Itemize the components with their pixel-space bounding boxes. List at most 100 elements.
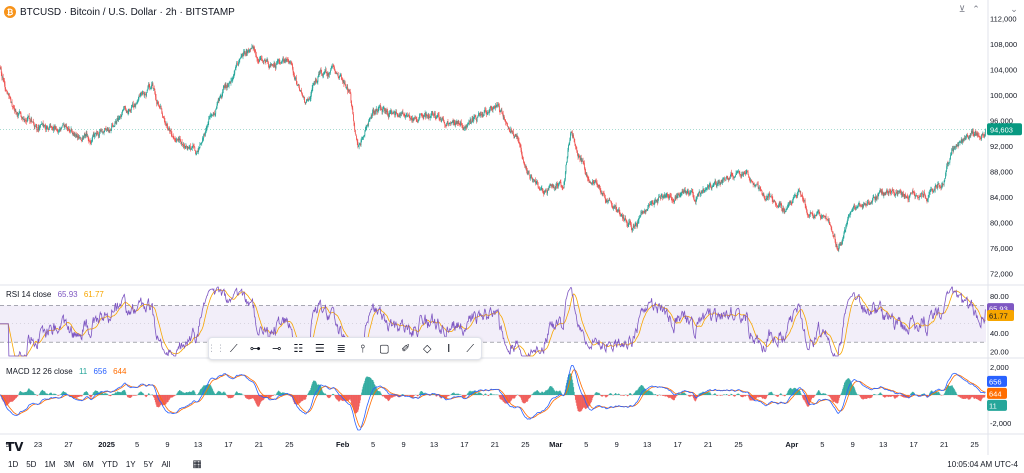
range-1y-button[interactable]: 1Y <box>125 459 136 469</box>
candle-body <box>950 155 951 160</box>
trend-line-tool-icon[interactable]: ⟋ <box>229 341 238 355</box>
path-tool-icon[interactable]: ⟋ <box>466 341 475 355</box>
range-all-button[interactable]: All <box>161 459 171 469</box>
candle-body <box>230 80 232 84</box>
macd-histogram-bar <box>402 394 404 395</box>
range-5y-button[interactable]: 5Y <box>143 459 154 469</box>
candle-body <box>329 71 331 74</box>
macd-histogram-bar <box>852 385 854 395</box>
ray-tool-icon[interactable]: ⊶ <box>249 342 261 355</box>
candle-body <box>729 178 731 179</box>
candle-body <box>491 108 493 110</box>
candle-body <box>923 192 925 196</box>
candle-body <box>814 214 816 216</box>
candle-body <box>922 193 923 195</box>
candle-body <box>344 82 345 85</box>
fib-extension-tool-icon[interactable]: ☰ <box>314 342 325 355</box>
range-1d-button[interactable]: 1D <box>8 459 19 469</box>
macd-legend[interactable]: MACD 12 26 close 11 656 644 <box>6 367 126 376</box>
candle-body <box>227 85 229 87</box>
brush-tool-icon[interactable]: ✐ <box>401 342 411 355</box>
macd-histogram-bar <box>742 395 744 398</box>
candle-body <box>482 114 484 117</box>
gann-fan-tool-icon[interactable]: ≣ <box>336 342 346 355</box>
vertical-line-tool-icon[interactable]: ⫯ <box>360 341 366 355</box>
macd-histogram-bar <box>36 395 38 396</box>
collapse-up-icon[interactable]: ⌃ <box>972 5 980 15</box>
macd-histogram-bar <box>643 387 645 395</box>
toolbar-grip-handle[interactable]: ⋮⋮ <box>207 343 225 354</box>
range-6m-button[interactable]: 6M <box>82 459 94 469</box>
range-ytd-button[interactable]: YTD <box>101 459 118 469</box>
candle-body <box>905 194 906 197</box>
macd-histogram-bar <box>119 391 121 395</box>
candle-body <box>686 191 687 195</box>
macd-histogram-bar <box>238 393 240 395</box>
macd-histogram-bar <box>797 389 799 395</box>
macd-histogram-bar <box>49 392 51 395</box>
candle-body <box>89 141 91 143</box>
candle-body <box>314 82 316 84</box>
calendar-icon[interactable]: ▦ <box>192 458 202 470</box>
macd-histogram-bar <box>895 395 897 398</box>
macd-histogram-bar <box>248 395 250 400</box>
candle-body <box>112 125 114 127</box>
rectangle-tool-icon[interactable]: ▢ <box>379 342 390 355</box>
macd-histogram-bar <box>597 393 599 395</box>
candle-body <box>733 176 734 178</box>
macd-histogram-bar <box>646 390 648 395</box>
macd-histogram-bar <box>110 395 112 396</box>
macd-histogram-bar <box>694 395 696 402</box>
time-axis-label: 5 <box>371 440 375 449</box>
rotated-rectangle-tool-icon[interactable]: ◇ <box>423 342 432 355</box>
candle-body <box>376 109 378 111</box>
macd-histogram-bar <box>832 395 834 402</box>
macd-histogram-bar <box>455 393 457 395</box>
rsi-legend[interactable]: RSI 14 close 65.93 61.77 <box>6 290 104 299</box>
symbol-header[interactable]: ₿ BTCUSD · Bitcoin / U.S. Dollar · 2h · … <box>4 5 235 19</box>
macd-histogram-bar <box>334 395 336 397</box>
candle-body <box>115 121 117 124</box>
macd-histogram-bar <box>199 389 201 395</box>
candle-body <box>571 132 573 137</box>
candle-body <box>273 63 275 67</box>
candle-body <box>706 187 708 189</box>
range-5d-button[interactable]: 5D <box>26 459 37 469</box>
macd-histogram-bar <box>656 395 658 397</box>
macd-histogram-bar <box>753 395 755 401</box>
candle-body <box>590 182 592 185</box>
candle-body <box>113 126 115 127</box>
utc-clock[interactable]: 10:05:04 AM UTC-4 <box>947 460 1018 469</box>
macd-histogram-bar <box>680 394 682 395</box>
save-down-icon[interactable]: ⊻ <box>958 5 966 15</box>
candle-body <box>759 187 760 189</box>
candle-body <box>917 195 918 198</box>
candle-body <box>200 143 201 145</box>
macd-histogram-bar <box>511 395 513 400</box>
fib-retracement-tool-icon[interactable]: ☷ <box>293 342 304 355</box>
range-3m-button[interactable]: 3M <box>63 459 75 469</box>
candle-body <box>279 62 281 63</box>
range-1m-button[interactable]: 1M <box>44 459 56 469</box>
more-chevron-icon[interactable]: ⌄ <box>1010 5 1018 15</box>
macd-histogram-bar <box>739 395 741 397</box>
macd-histogram-bar <box>135 395 137 396</box>
candle-body <box>302 96 304 98</box>
candle-body <box>749 180 751 182</box>
macd-histogram-bar <box>347 395 349 402</box>
candle-body <box>933 188 935 192</box>
macd-histogram-bar <box>321 390 323 395</box>
horizontal-ray-tool-icon[interactable]: ⊸ <box>272 342 282 355</box>
macd-histogram-bar <box>847 378 849 395</box>
candle-body <box>129 109 131 112</box>
text-tool-icon[interactable]: Ⅰ <box>447 342 451 355</box>
macd-histogram-bar <box>630 393 632 395</box>
candle-body <box>716 184 718 187</box>
tradingview-logo[interactable]: TV <box>6 440 24 454</box>
macd-histogram-bar <box>113 393 115 395</box>
candle-body <box>221 95 222 98</box>
macd-histogram-bar <box>913 392 915 395</box>
macd-histogram-bar <box>838 395 840 401</box>
macd-histogram-bar <box>63 391 65 395</box>
